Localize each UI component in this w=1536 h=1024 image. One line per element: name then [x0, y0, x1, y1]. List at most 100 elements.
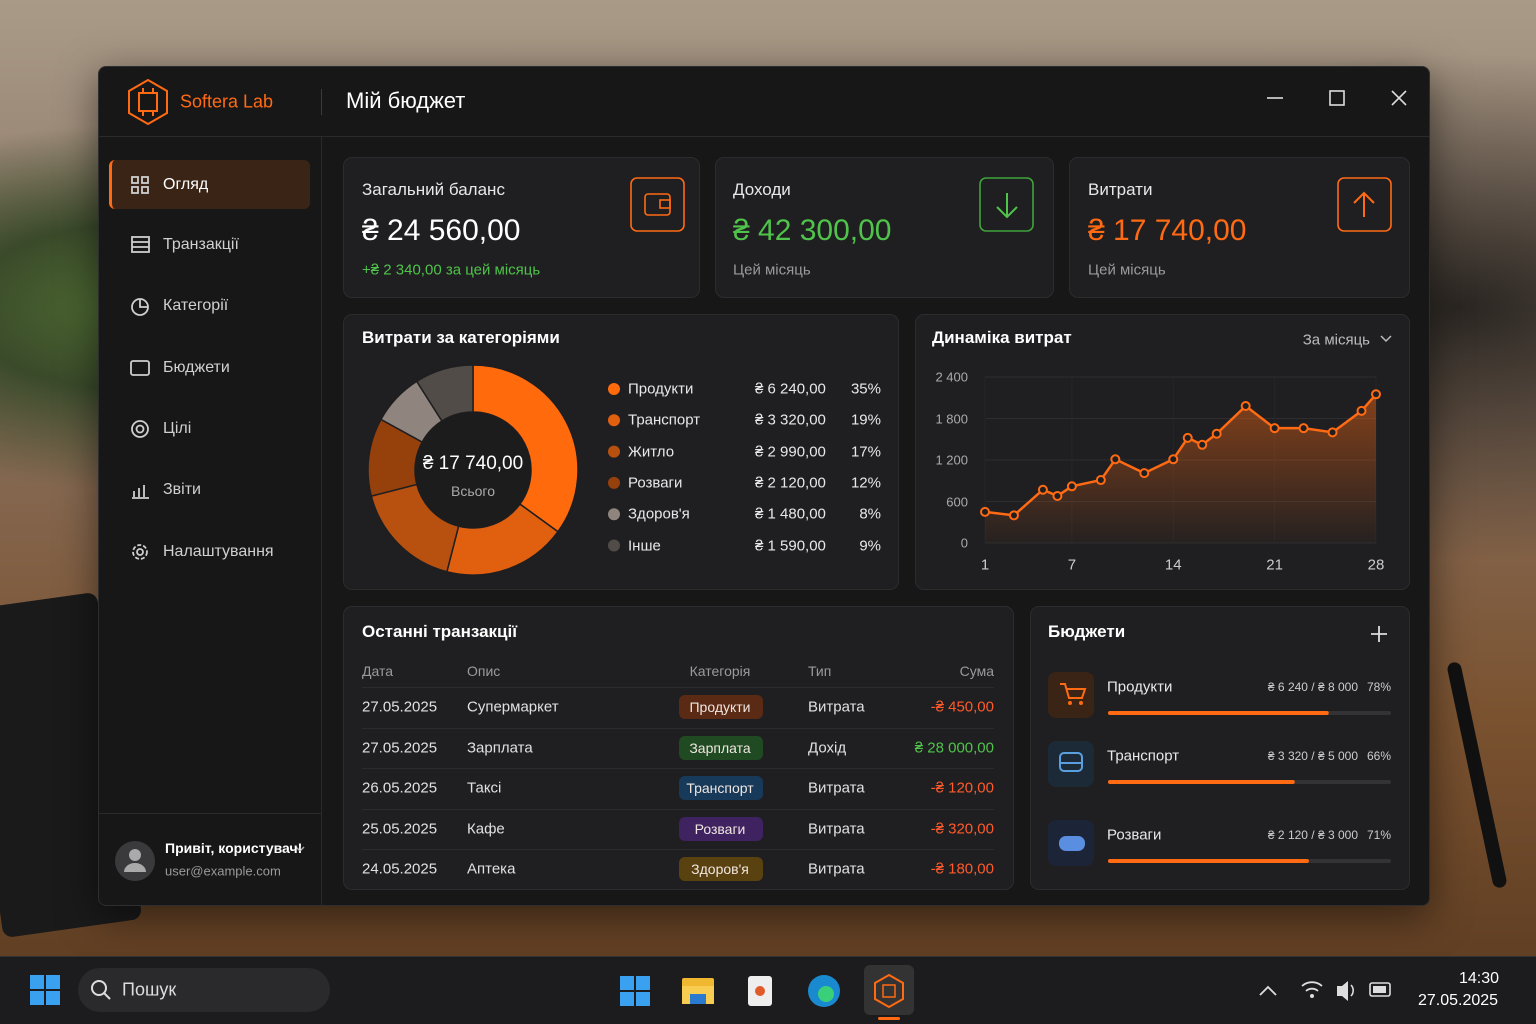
cell-type: Витрата: [808, 779, 865, 797]
budget-percent: 78%: [1366, 680, 1391, 694]
cell-category: Розваги: [694, 820, 746, 837]
panel-title: Останні транзакції: [362, 622, 518, 641]
search-text[interactable]: Пошук: [122, 979, 177, 1000]
nav-item[interactable]: Транзакції: [163, 236, 239, 253]
line-point: [1356, 405, 1367, 416]
legend-percent: 19%: [850, 411, 881, 429]
line-point: [1095, 475, 1106, 486]
period-chevron[interactable]: [1380, 335, 1392, 343]
brand: Softera Lab: [180, 91, 274, 112]
window-controls[interactable]: [1267, 90, 1407, 106]
budget-percent: 71%: [1366, 828, 1391, 842]
legend-label: Транспорт: [628, 411, 701, 429]
nav-item[interactable]: Налаштування: [163, 543, 274, 560]
legend-percent: 8%: [859, 505, 881, 523]
add-budget[interactable]: [1371, 626, 1387, 642]
card-note: Цей місяць: [733, 261, 811, 279]
avatar: [115, 841, 155, 881]
cell-desc: Супермаркет: [467, 698, 559, 716]
clock-time: 14:30: [1458, 970, 1500, 987]
cell-amount: -₴ 320,00: [930, 820, 994, 837]
budget-name: Розваги: [1107, 826, 1162, 844]
line-point: [1197, 439, 1208, 450]
column-header: Сума: [959, 663, 994, 679]
user-chevron[interactable]: [295, 846, 305, 853]
legend-amount: ₴ 2 120,00: [755, 474, 826, 492]
search-box[interactable]: [78, 968, 330, 1012]
nav-item[interactable]: Цілі: [163, 420, 192, 437]
cell-desc: Таксі: [467, 779, 502, 797]
budget-bar: [1108, 780, 1295, 784]
cell-category: Зарплата: [689, 739, 751, 756]
nav-item[interactable]: Категорії: [163, 297, 229, 314]
line-point: [1327, 427, 1338, 438]
row-divider: [362, 768, 994, 769]
line-point: [1182, 432, 1193, 443]
category-tag: [679, 735, 763, 760]
card-value: ₴ 24 560,00: [362, 214, 521, 247]
budget-amount: ₴ 2 120 / ₴ 3 000: [1267, 828, 1358, 842]
nav-item[interactable]: Бюджети: [163, 359, 230, 376]
x-tick-label: 21: [1266, 556, 1283, 574]
window-title: Мій бюджет: [346, 88, 466, 113]
line-area: [985, 394, 1376, 543]
legend-label: Житло: [628, 443, 675, 461]
cell-category: Транспорт: [686, 780, 754, 796]
legend-percent: 35%: [850, 380, 881, 398]
line-point: [1052, 490, 1063, 501]
legend-dot: [608, 414, 620, 427]
user-email: user@example.com: [165, 863, 281, 879]
nav-item[interactable]: Звіти: [163, 481, 201, 498]
budget-icons: [1048, 672, 1094, 866]
category-tag: [679, 695, 763, 719]
row-divider: [362, 849, 994, 850]
column-header: Тип: [808, 663, 832, 679]
line-point: [980, 506, 990, 517]
cell-amount: -₴ 450,00: [930, 698, 994, 716]
category-tag: [679, 816, 763, 841]
line-point: [1269, 423, 1280, 434]
legend-amount: ₴ 3 320,00: [755, 411, 826, 429]
card-note: Цей місяць: [1088, 261, 1166, 279]
chart-title: Витрати за категоріями: [362, 328, 560, 347]
transactions-panel: [343, 606, 1014, 890]
legend-amount: ₴ 1 480,00: [755, 505, 826, 523]
line-point: [1211, 428, 1222, 439]
legend-dot: [608, 445, 620, 458]
cell-category: Здоров'я: [691, 861, 749, 877]
budget-percent: 66%: [1366, 749, 1391, 763]
cell-date: 26.05.2025: [362, 779, 438, 797]
line-point: [1298, 423, 1309, 434]
line-point: [1371, 389, 1381, 400]
legend-label: Розваги: [628, 474, 683, 492]
pie-total-label: Всього: [450, 483, 496, 499]
clock-date: 27.05.2025: [1417, 992, 1499, 1009]
period-select[interactable]: За місяць: [1302, 331, 1370, 349]
card-value: ₴ 17 740,00: [1088, 214, 1247, 247]
pie-total: ₴ 17 740,00: [422, 453, 524, 474]
cell-type: Дохід: [808, 739, 847, 756]
chart-title: Динаміка витрат: [932, 328, 1072, 347]
legend-dot: [608, 476, 620, 489]
panel-title: Бюджети: [1048, 622, 1126, 641]
y-tick-label: 1 800: [935, 411, 968, 426]
card-note: +₴ 2 340,00 за цей місяць: [362, 261, 541, 279]
card-label: Витрати: [1088, 180, 1153, 199]
cell-date: 24.05.2025: [362, 860, 438, 878]
cell-amount: -₴ 180,00: [930, 860, 994, 878]
y-tick-label: 2 400: [935, 369, 968, 385]
title-bar-divider: [99, 136, 1429, 137]
cell-date: 27.05.2025: [362, 739, 438, 756]
cell-type: Витрата: [808, 698, 865, 716]
legend-label: Продукти: [628, 380, 694, 398]
cell-category: Продукти: [689, 699, 751, 715]
taskbar-icons[interactable]: [30, 973, 1391, 1009]
y-tick-label: 600: [946, 494, 968, 509]
line-point: [1168, 454, 1179, 465]
cell-amount: -₴ 120,00: [930, 779, 994, 797]
column-header: Категорія: [689, 663, 751, 679]
nav-item[interactable]: Огляд: [163, 176, 209, 193]
card: [343, 157, 700, 298]
line-point: [1066, 481, 1077, 492]
legend-amount: ₴ 1 590,00: [755, 537, 826, 554]
